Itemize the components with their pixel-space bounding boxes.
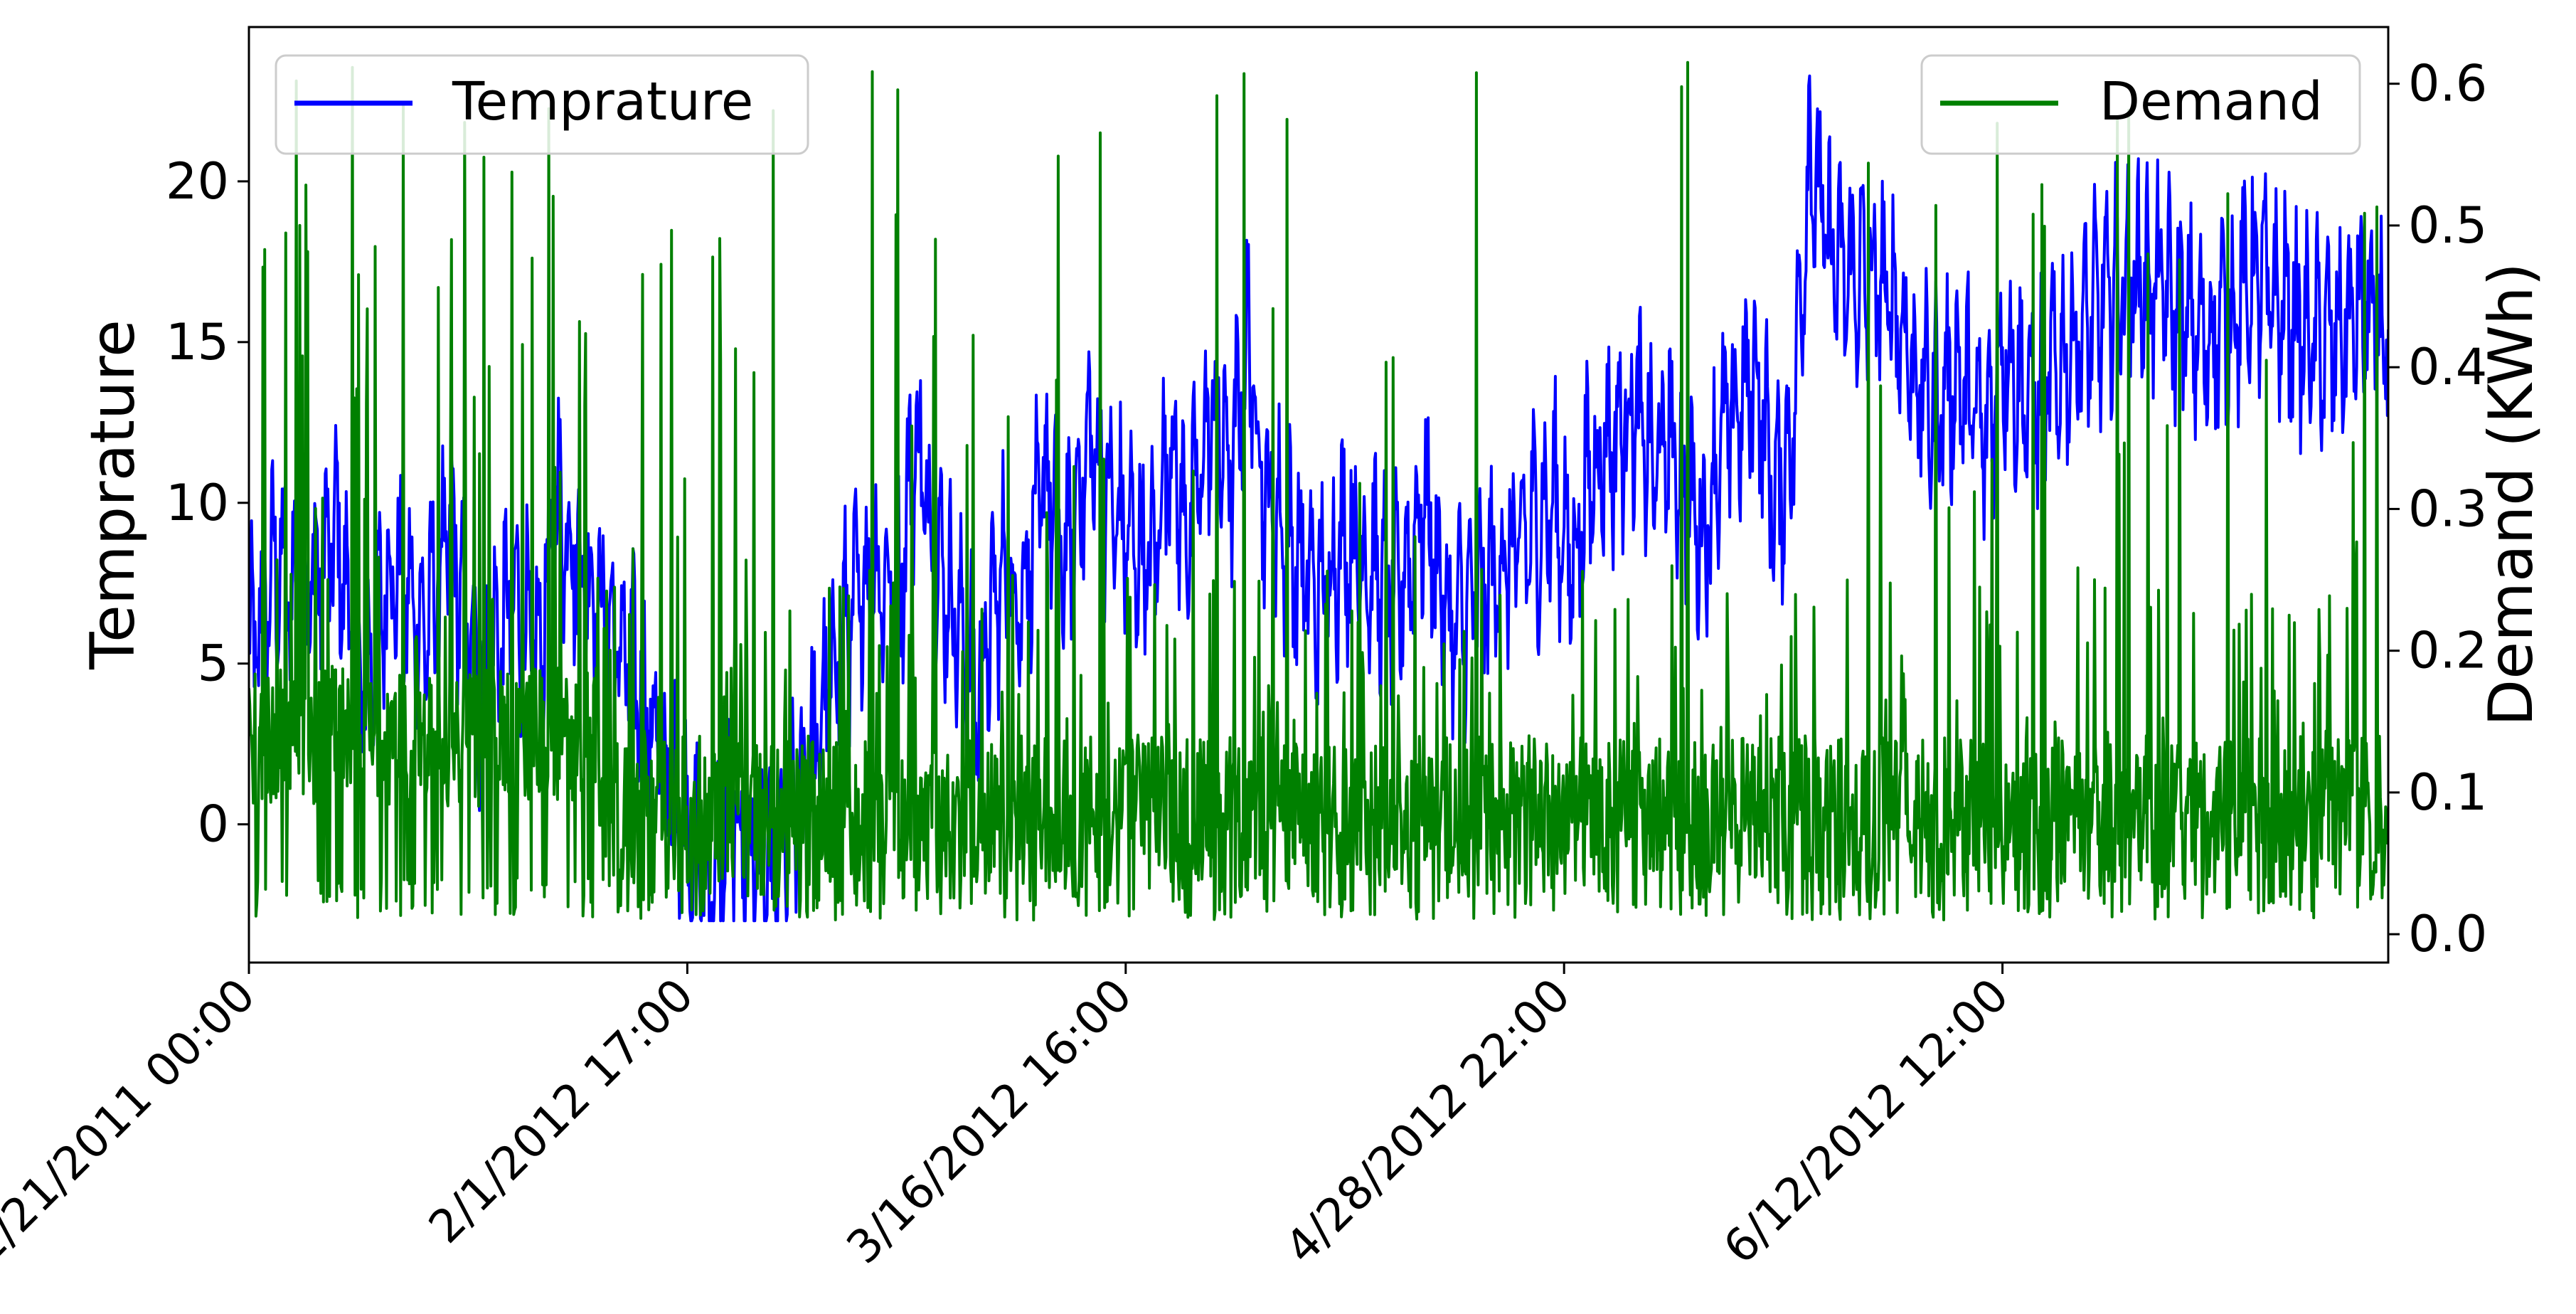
- series-demand-line: [249, 60, 2388, 922]
- legend-left-box: [275, 54, 809, 155]
- plot-frame: [248, 26, 2390, 964]
- legend-right: Demand: [1920, 54, 2361, 155]
- right-axis: 0.0 0.1 0.2 0.3 0.4 0.5 0.6: [2388, 55, 2487, 963]
- y-right-tick-label: 0.2: [2408, 622, 2487, 680]
- legend-left: Temprature: [275, 54, 809, 155]
- y-left-tick-label: 15: [166, 313, 229, 371]
- left-axis: 0 5 10 15 20: [166, 152, 249, 854]
- y-left-tick-label: 20: [166, 152, 229, 211]
- y-left-tick-label: 0: [197, 795, 229, 854]
- y-right-tick-label: 0.5: [2408, 196, 2487, 255]
- y-right-tick-label: 0.4: [2408, 338, 2487, 396]
- y-left-tick-label: 10: [166, 474, 229, 532]
- legend-left-label: Temprature: [452, 71, 753, 132]
- y-left-tick-label: 5: [197, 635, 229, 693]
- y-right-tick-label: 0.6: [2408, 55, 2487, 113]
- legend-right-box: [1920, 54, 2361, 155]
- y-right-axis-title: Demand (KWh): [2476, 263, 2547, 726]
- y-right-tick-label: 0.1: [2408, 763, 2487, 822]
- y-left-axis-title: Temprature: [78, 319, 149, 670]
- legend-right-label: Demand: [2099, 71, 2323, 132]
- series-layer: [249, 60, 2388, 923]
- y-right-tick-label: 0.3: [2408, 479, 2487, 538]
- y-right-tick-label: 0.0: [2408, 905, 2487, 963]
